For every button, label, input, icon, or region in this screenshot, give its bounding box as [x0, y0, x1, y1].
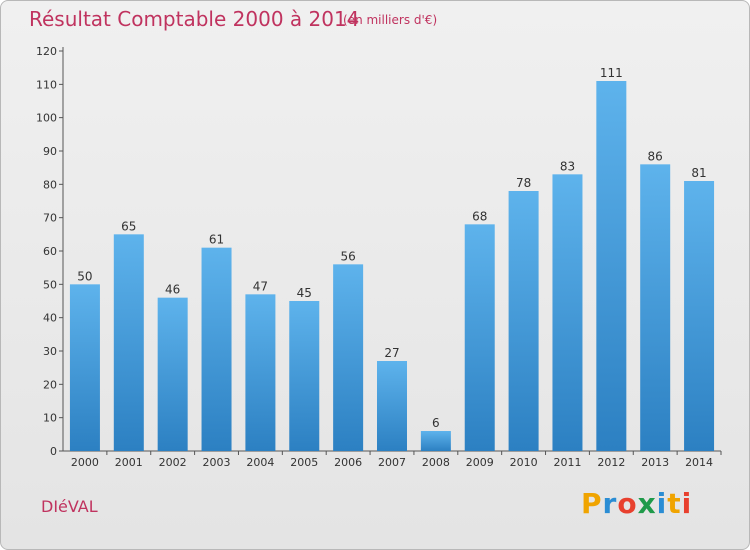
x-tick-label: 2009: [466, 456, 494, 469]
y-tick-label: 80: [43, 178, 57, 191]
x-tick-label: 2005: [290, 456, 318, 469]
y-tick-label: 70: [43, 212, 57, 225]
chart-subtitle: (en milliers d'€): [343, 13, 438, 27]
data-label-2000: 50: [77, 269, 92, 283]
bar-2009: [464, 224, 495, 451]
data-label-2011: 83: [560, 159, 575, 173]
bar-2014: [684, 181, 715, 451]
x-axis: 2000 2001 2002 2003 2004 2005 2006 2007 2008 2009…: [63, 450, 722, 469]
logo-letter: i: [656, 487, 668, 520]
data-label-2009: 68: [472, 209, 487, 223]
data-label-2013: 86: [648, 149, 663, 163]
x-tick-label: 2010: [510, 456, 538, 469]
bar-2004: [245, 294, 276, 451]
x-tick-label: 2001: [115, 456, 143, 469]
y-axis: 0 10 20 30 40 50 60 70 80 90 100 110 120: [36, 45, 64, 458]
bar-2002: [157, 297, 188, 451]
y-tick-label: 120: [36, 45, 57, 58]
x-tick-label: 2004: [246, 456, 274, 469]
data-label-2007: 27: [384, 346, 399, 360]
y-tick-label: 10: [43, 412, 57, 425]
logo-letter: r: [602, 487, 618, 520]
data-label-2012: 111: [600, 66, 623, 80]
x-tick-label: 2007: [378, 456, 406, 469]
data-label-2004: 47: [253, 279, 268, 293]
logo-letter: t: [667, 487, 682, 520]
y-tick-label: 0: [50, 445, 57, 458]
bar-2007: [377, 361, 407, 451]
logo-letter: i: [681, 487, 693, 520]
bar-2008: [420, 431, 451, 451]
bar-2012: [596, 81, 627, 451]
y-tick-label: 20: [43, 378, 57, 391]
y-tick-label: 40: [43, 312, 57, 325]
bar-2005: [289, 301, 320, 451]
bar-2000: [69, 284, 100, 451]
proxiti-logo[interactable]: Proxiti: [581, 487, 692, 520]
y-tick-label: 90: [43, 145, 57, 158]
commune-name: DIéVAL: [41, 497, 98, 516]
bar-2006: [333, 264, 364, 451]
chart-title: Résultat Comptable 2000 à 2014: [29, 7, 360, 31]
logo-letter: x: [637, 487, 657, 520]
bar-2011: [552, 174, 583, 452]
data-label-2010: 78: [516, 176, 531, 190]
logo-letter: o: [617, 487, 638, 520]
x-tick-label: 2002: [159, 456, 187, 469]
bar-2003: [201, 247, 232, 451]
logo-letter: P: [581, 487, 603, 520]
y-tick-label: 110: [36, 78, 57, 91]
y-tick-label: 100: [36, 112, 57, 125]
x-tick-label: 2000: [71, 456, 99, 469]
x-tick-label: 2006: [334, 456, 362, 469]
bar-2010: [508, 191, 539, 451]
bars: [69, 81, 715, 452]
x-tick-label: 2014: [685, 456, 713, 469]
data-label-2001: 65: [121, 219, 136, 233]
x-tick-label: 2012: [597, 456, 625, 469]
x-tick-label: 2008: [422, 456, 450, 469]
bar-2001: [113, 234, 144, 451]
x-tick-label: 2003: [203, 456, 231, 469]
data-label-2014: 81: [691, 166, 706, 180]
data-label-2003: 61: [209, 233, 224, 247]
bar-2013: [640, 164, 671, 452]
data-label-2006: 56: [340, 249, 355, 263]
x-tick-label: 2011: [553, 456, 581, 469]
data-labels: 50 65 46 61 47 45 56 27 6 68 78 83 111 86 81: [77, 66, 706, 430]
y-tick-label: 50: [43, 278, 57, 291]
y-tick-label: 30: [43, 345, 57, 358]
data-label-2005: 45: [297, 286, 312, 300]
data-label-2008: 6: [432, 416, 440, 430]
data-label-2002: 46: [165, 283, 180, 297]
x-tick-label: 2013: [641, 456, 669, 469]
y-tick-label: 60: [43, 245, 57, 258]
